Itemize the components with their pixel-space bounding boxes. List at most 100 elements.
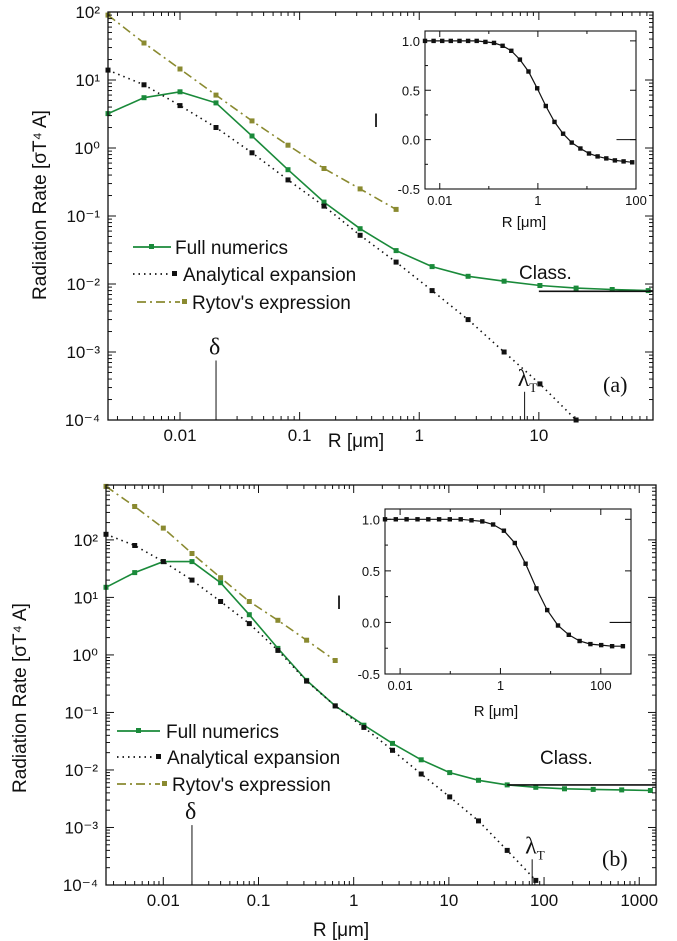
inset-b-point <box>523 561 528 566</box>
panel-a-ytick-label: 10⁻⁴ <box>65 411 100 430</box>
panel-a-full-point <box>465 273 471 279</box>
panel-b-ytick-label: 10⁻¹ <box>64 703 98 722</box>
inset-a-frame <box>424 30 637 190</box>
inset-a-ytick-label: 0.0 <box>402 133 420 148</box>
panel-b-rytov-point <box>304 637 310 643</box>
panel-a-marker-label: δ <box>209 334 220 360</box>
panel-a-ylabel: Radiation Rate [σT⁴ A] <box>30 110 51 300</box>
panel-b-rytov-point <box>332 658 338 663</box>
inset-a-point <box>621 159 626 164</box>
inset-a-xtick-label: 100 <box>625 193 647 208</box>
panel-b-full-point <box>189 559 195 565</box>
panel-a-legend: Full numerics Analytical expansion Rytov… <box>133 238 356 314</box>
inset-b-point <box>501 528 507 533</box>
panel-b-xtick-label: 1 <box>349 891 358 910</box>
inset-a-point <box>457 38 462 44</box>
inset-a-point <box>560 131 566 136</box>
panel-a-xtick-label: 0.01 <box>163 426 196 445</box>
inset-a-point <box>569 140 574 145</box>
panel-b-rytov-point <box>189 551 195 556</box>
panel-b-full-point <box>533 784 539 790</box>
panel-a-full-point <box>609 287 615 292</box>
panel-a-rytov-point <box>285 142 291 148</box>
inset-a-ytick-label: 1.0 <box>402 34 420 49</box>
panel-a-full-point <box>321 199 327 205</box>
inset-a-point <box>595 154 600 159</box>
inset-b-point <box>534 586 539 591</box>
panel-b-series-rytov-line <box>105 485 336 662</box>
panel-b-analytical-point <box>504 847 510 853</box>
panel-a-full-point <box>141 95 147 101</box>
panel-b-xtick-label: 1000 <box>620 891 658 910</box>
inset-a-point <box>440 38 445 44</box>
panel-b-ytick-label: 10² <box>73 531 98 550</box>
panel-a-full-point <box>573 285 579 291</box>
inset-b-point <box>426 517 431 522</box>
panel-b-rytov-point <box>246 599 252 604</box>
panel-a: Radiation Rate [σT⁴ A] R [μm] 10⁻⁴ 10⁻³ 10… <box>30 3 654 452</box>
panel-b-analytical-point <box>390 747 395 753</box>
panel-a-full-point <box>393 248 399 254</box>
inset-a-point <box>543 103 548 109</box>
panel-b-xtick-label: 0.1 <box>247 891 271 910</box>
inset-b-point <box>436 517 442 522</box>
panel-b-full-point <box>562 786 567 792</box>
inset-b-xtick-label: 1 <box>497 678 504 693</box>
panel-b-rytov-point <box>160 525 166 531</box>
panel-a-full-point <box>501 278 507 284</box>
legend-a-rytov-marker <box>182 299 187 304</box>
panel-b-full-point <box>447 770 453 776</box>
inset-a-point <box>509 48 514 53</box>
panel-b-full-point <box>619 787 625 793</box>
panel-a-ytick-label: 10⁻³ <box>66 343 100 362</box>
inset-b-ytick-label: 0.0 <box>362 615 380 630</box>
inset-a-point <box>535 86 540 91</box>
panel-a-xtick-label: 0.1 <box>288 426 312 445</box>
panel-a-full-point <box>177 89 183 95</box>
panel-b-analytical-point <box>304 678 310 684</box>
inset-a-point <box>586 151 592 156</box>
panel-b-analytical-point <box>418 771 424 777</box>
panel-a-analytical-point <box>213 125 219 130</box>
inset-a-point <box>465 38 471 44</box>
panel-a-series-full-line <box>107 90 649 292</box>
inset-b-point <box>480 519 485 524</box>
inset-b-ytick-label: 1.0 <box>362 512 380 527</box>
inset-a-background <box>425 31 636 189</box>
inset-a-point <box>517 57 523 62</box>
panel-a-rytov-point <box>321 166 327 171</box>
panel-b-full-point <box>647 788 653 793</box>
panel-b-analytical-point <box>218 599 224 604</box>
panel-a-ytick-label: 10⁰ <box>74 139 100 158</box>
panel-b-full-point <box>476 777 481 783</box>
panel-a-rytov-point <box>213 92 219 98</box>
inset-b-ylabel: I <box>336 593 341 614</box>
panel-a-analytical-point <box>465 317 471 323</box>
legend-b-full-marker <box>136 728 141 733</box>
panel-a-full-point <box>429 264 435 270</box>
panel-a-analytical-point <box>321 203 327 209</box>
inset-b-point <box>588 641 593 647</box>
panel-a-rytov-point <box>177 66 183 72</box>
inset-b-frame <box>384 508 632 675</box>
inset-b-ytick-label: -0.5 <box>358 667 380 682</box>
panel-b-xtick-label: 10 <box>439 891 458 910</box>
panel-b-analytical-point <box>476 818 481 824</box>
panel-b-ytick-label: 10⁻⁴ <box>63 876 98 895</box>
panel-a-inset: -0.5 0.0 0.5 1.0 0.01 1 100 I R [μm] <box>373 30 647 231</box>
inset-a-point <box>431 38 436 44</box>
panel-b-rytov-point <box>275 617 281 623</box>
panel-b-ytick-label: 10⁰ <box>72 646 98 665</box>
legend-a-full-marker <box>149 244 154 249</box>
inset-b-xtick-label: 0.01 <box>387 678 412 693</box>
panel-a-rytov-point <box>393 206 399 212</box>
panel-a-analytical-point <box>177 103 183 109</box>
panel-a-xlabel: R [μm] <box>328 431 384 452</box>
panel-b-xlabel: R [μm] <box>313 920 369 941</box>
panel-b-legend: Full numerics Analytical expansion Rytov… <box>117 722 340 796</box>
panel-b-full-point <box>590 786 596 792</box>
legend-a-rytov-text: Rytov's expression <box>192 293 351 314</box>
legend-a-full-text: Full numerics <box>175 238 288 259</box>
panel-a-label: (a) <box>603 372 627 397</box>
inset-b-point <box>620 644 626 649</box>
